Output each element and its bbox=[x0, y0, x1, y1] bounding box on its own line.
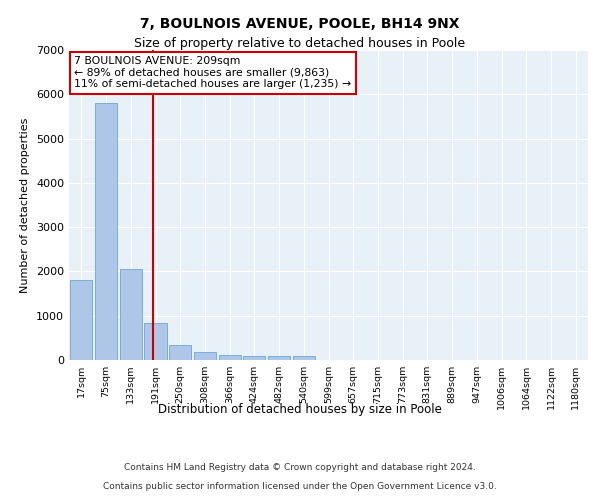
Text: Size of property relative to detached houses in Poole: Size of property relative to detached ho… bbox=[134, 38, 466, 51]
Y-axis label: Number of detached properties: Number of detached properties bbox=[20, 118, 31, 292]
Bar bbox=[119, 269, 142, 360]
Bar bbox=[70, 280, 92, 360]
Bar bbox=[218, 354, 241, 360]
Text: Distribution of detached houses by size in Poole: Distribution of detached houses by size … bbox=[158, 402, 442, 415]
Text: 7 BOULNOIS AVENUE: 209sqm
← 89% of detached houses are smaller (9,863)
11% of se: 7 BOULNOIS AVENUE: 209sqm ← 89% of detac… bbox=[74, 56, 352, 90]
Bar bbox=[293, 356, 315, 360]
Bar bbox=[243, 356, 265, 360]
Bar bbox=[268, 356, 290, 360]
Text: Contains public sector information licensed under the Open Government Licence v3: Contains public sector information licen… bbox=[103, 482, 497, 491]
Bar bbox=[194, 352, 216, 360]
Text: 7, BOULNOIS AVENUE, POOLE, BH14 9NX: 7, BOULNOIS AVENUE, POOLE, BH14 9NX bbox=[140, 18, 460, 32]
Text: Contains HM Land Registry data © Crown copyright and database right 2024.: Contains HM Land Registry data © Crown c… bbox=[124, 464, 476, 472]
Bar bbox=[95, 103, 117, 360]
Bar bbox=[145, 323, 167, 360]
Bar bbox=[169, 345, 191, 360]
